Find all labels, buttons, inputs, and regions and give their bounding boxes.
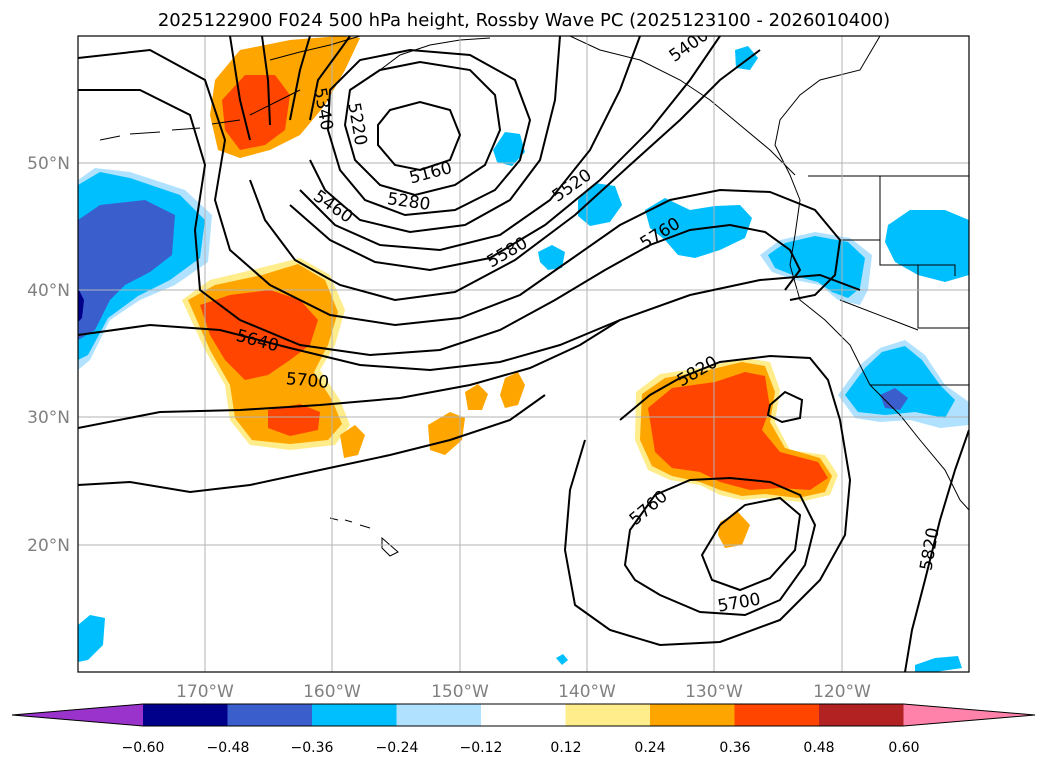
hawaii-islands bbox=[329, 517, 399, 557]
colorbar-swatch bbox=[650, 704, 735, 726]
figure-title: 2025122900 F024 500 hPa height, Rossby W… bbox=[158, 10, 890, 31]
colorbar-outline bbox=[11, 703, 1036, 727]
anomaly-negative-region bbox=[556, 654, 568, 665]
colorbar-tick-label: −0.12 bbox=[460, 740, 503, 756]
lat-label: 50°N bbox=[27, 154, 70, 174]
colorbar-tick-label: 0.12 bbox=[550, 740, 581, 756]
anomaly-negative-region bbox=[885, 210, 969, 282]
anomaly-negative-region bbox=[78, 615, 105, 662]
lat-label: 20°N bbox=[27, 536, 70, 556]
anomaly-positive-region bbox=[500, 372, 525, 408]
colorbar-extend-high bbox=[903, 704, 1035, 726]
anomaly-negative-region bbox=[538, 245, 565, 270]
anomaly-negative-core bbox=[78, 200, 175, 340]
anomaly-negative-core bbox=[78, 288, 84, 322]
colorbar-tick-label: 0.48 bbox=[803, 740, 834, 756]
lat-label: 30°N bbox=[27, 408, 70, 428]
contour-label: 5700 bbox=[285, 369, 330, 393]
anomaly-positive-core bbox=[648, 372, 828, 490]
map-area: 5340 5220 5160 5280 5460 5520 5580 5400 … bbox=[78, 36, 969, 672]
contour-5400 bbox=[289, 36, 641, 252]
contour-5160 bbox=[377, 100, 462, 172]
colorbar-tick-label: −0.36 bbox=[291, 740, 334, 756]
lat-label: 40°N bbox=[27, 281, 70, 301]
anomaly-shading bbox=[78, 36, 969, 672]
anomaly-positive-region bbox=[340, 425, 365, 458]
colorbar-swatch bbox=[481, 704, 566, 726]
anomaly-negative-region bbox=[578, 183, 622, 226]
colorbar: −0.60 −0.48 −0.36 −0.24 −0.12 0.12 0.24 … bbox=[11, 703, 1036, 756]
colorbar-swatch bbox=[819, 704, 904, 726]
colorbar-tick-label: −0.48 bbox=[207, 740, 250, 756]
contour-5580 bbox=[78, 48, 842, 327]
anomaly-negative-region bbox=[845, 346, 955, 418]
colorbar-tick-label: 0.24 bbox=[634, 740, 665, 756]
colorbar-ticks: −0.60 −0.48 −0.36 −0.24 −0.12 0.12 0.24 … bbox=[122, 740, 920, 756]
lon-label: 140°W bbox=[558, 682, 616, 702]
colorbar-extend-low bbox=[12, 704, 143, 726]
colorbar-tick-label: −0.60 bbox=[122, 740, 165, 756]
contour-5820 bbox=[78, 354, 969, 672]
lon-label: 130°W bbox=[685, 682, 743, 702]
colorbar-swatch bbox=[734, 704, 820, 726]
colorbar-tick-label: 0.36 bbox=[719, 740, 750, 756]
colorbar-swatch bbox=[143, 704, 228, 726]
colorbar-swatch bbox=[312, 704, 397, 726]
anomaly-negative-region bbox=[493, 132, 525, 166]
colorbar-swatch bbox=[396, 704, 482, 726]
anomaly-positive-region bbox=[428, 412, 465, 455]
contour-5640 bbox=[78, 89, 802, 357]
state-borders bbox=[839, 176, 969, 400]
colorbar-tick-label: 0.60 bbox=[888, 740, 919, 756]
colorbar-swatch bbox=[227, 704, 313, 726]
longitude-labels: 170°W 160°W 150°W 140°W 130°W 120°W bbox=[176, 682, 871, 702]
lon-label: 160°W bbox=[303, 682, 361, 702]
latitude-labels: 50°N 40°N 30°N 20°N bbox=[27, 154, 70, 556]
anomaly-negative-core bbox=[880, 388, 908, 410]
contour-5340 bbox=[309, 36, 561, 234]
anomaly-positive-region bbox=[465, 384, 488, 410]
map-frame bbox=[77, 35, 970, 673]
north-america-coastline bbox=[774, 36, 969, 511]
contour-5280 bbox=[326, 48, 532, 217]
colorbar-swatches bbox=[11, 703, 1036, 727]
lon-label: 120°W bbox=[813, 682, 871, 702]
lon-label: 170°W bbox=[176, 682, 234, 702]
height-contours bbox=[78, 36, 969, 672]
contour-5220 bbox=[343, 60, 502, 197]
contour-5460 bbox=[261, 36, 721, 272]
alaska-coastline bbox=[269, 36, 796, 176]
coastlines bbox=[99, 36, 969, 557]
colorbar-swatch bbox=[565, 704, 651, 726]
contour-5760 bbox=[78, 319, 817, 617]
lon-label: 150°W bbox=[431, 682, 489, 702]
colorbar-tick-label: −0.24 bbox=[376, 740, 419, 756]
contour-5520 bbox=[229, 36, 761, 302]
aleutian-islands bbox=[99, 89, 301, 141]
contour-5700 bbox=[78, 273, 861, 592]
anomaly-negative-region bbox=[915, 656, 962, 672]
anomaly-positive-core bbox=[268, 404, 320, 436]
